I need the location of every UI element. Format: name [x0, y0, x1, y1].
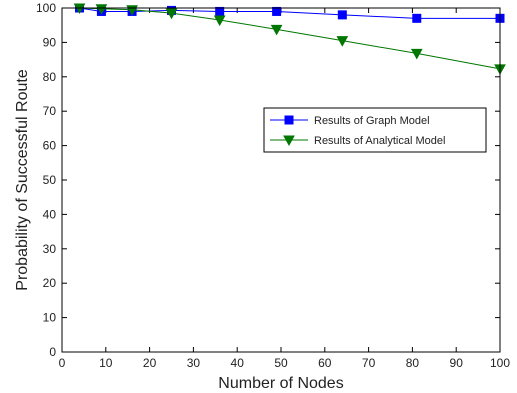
y-tick-label: 90: [43, 35, 57, 49]
legend-label: Results of Graph Model: [314, 115, 430, 127]
series-2: [73, 3, 506, 75]
y-tick-label: 100: [36, 1, 56, 15]
x-tick-label: 80: [406, 356, 420, 370]
y-tick-label: 80: [43, 70, 57, 84]
y-axis-ticks: 0 10 20 30 40 50 60 70 80 90 100: [36, 1, 500, 359]
x-tick-label: 20: [143, 356, 157, 370]
data-point: [213, 15, 226, 27]
data-point: [410, 48, 423, 60]
series-line: [79, 7, 500, 19]
data-point: [337, 10, 347, 20]
legend-entry: Results of Analytical Model: [270, 135, 445, 147]
legend-marker: [284, 115, 294, 125]
data-point: [95, 4, 108, 15]
data-point: [215, 6, 225, 16]
x-tick-label: 60: [318, 356, 332, 370]
plot-area-frame: [61, 7, 501, 353]
series-layer: [73, 3, 506, 75]
legend-marker: [283, 135, 295, 147]
y-tick-label: 40: [43, 207, 57, 221]
data-point: [336, 36, 349, 47]
chart-legend: Results of Graph Model Results of Analyti…: [263, 107, 487, 153]
y-tick-label: 20: [43, 276, 57, 290]
x-tick-label: 90: [450, 356, 464, 370]
x-tick-label: 40: [231, 356, 245, 370]
data-point: [270, 24, 283, 36]
legend-box: [263, 107, 487, 153]
data-point: [272, 6, 282, 16]
y-tick-label: 60: [43, 139, 57, 153]
x-tick-label: 100: [490, 356, 510, 370]
series-line: [79, 7, 501, 70]
series-1: [75, 3, 505, 23]
x-tick-label: 70: [362, 356, 376, 370]
x-tick-label: 50: [274, 356, 288, 370]
data-point: [412, 13, 422, 23]
x-tick-label: 10: [99, 356, 113, 370]
legend-label: Results of Analytical Model: [314, 135, 445, 147]
x-tick-label: 30: [187, 356, 201, 370]
y-tick-label: 10: [43, 311, 57, 325]
y-tick-label: 70: [43, 104, 57, 118]
y-tick-label: 50: [43, 173, 57, 187]
x-axis-title: Number of Nodes: [218, 375, 343, 392]
y-tick-label: 0: [49, 345, 56, 359]
y-tick-label: 30: [43, 242, 57, 256]
legend-entry: Results of Graph Model: [270, 115, 430, 127]
data-point: [165, 8, 178, 20]
y-axis-title: Probability of Successful Route: [14, 69, 31, 291]
x-axis-ticks: 0 10 20 30 40 50 60 70 80 90 100: [59, 8, 510, 370]
x-tick-label: 0: [59, 356, 66, 370]
